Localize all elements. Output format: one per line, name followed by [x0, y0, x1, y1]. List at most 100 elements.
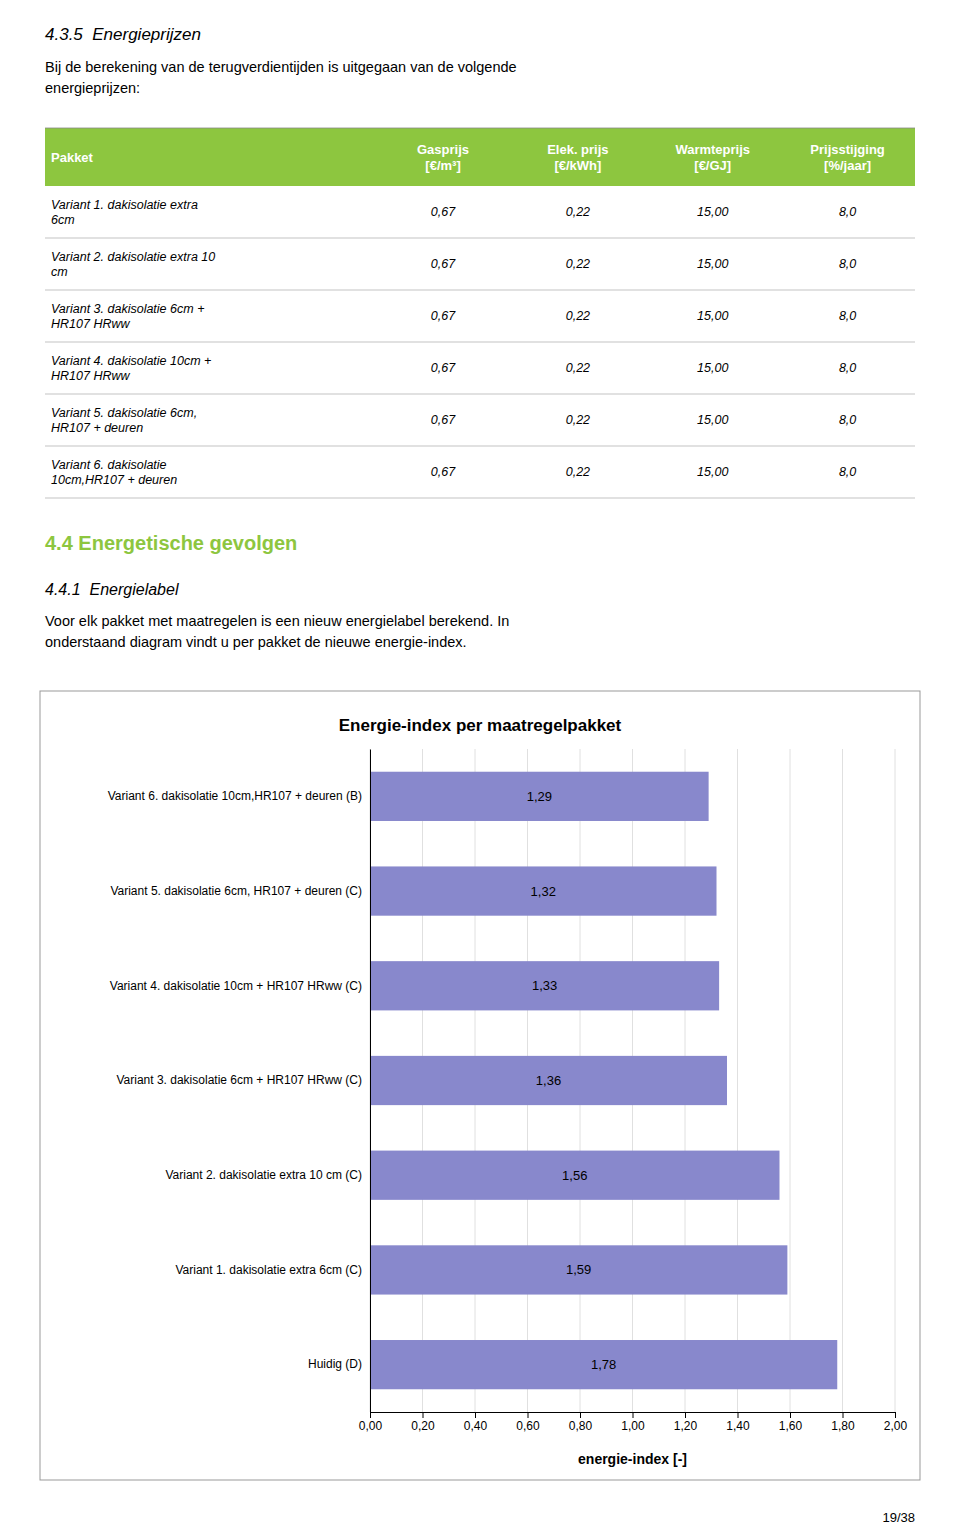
table-header-cell-line: [€/m³]: [425, 158, 460, 173]
table-cell: 0,22: [566, 361, 590, 375]
x-axis-title: energie-index [-]: [578, 1451, 687, 1467]
table-header-cell-line: [€/GJ]: [694, 158, 731, 173]
table-cell-line: HR107 HRww: [51, 317, 130, 331]
table-cell-line: 0,22: [566, 413, 590, 427]
y-tick-label: Huidig (D): [308, 1357, 362, 1371]
table-cell-line: 0,67: [431, 413, 456, 427]
page-number: 19/38: [882, 1510, 915, 1525]
table-cell-line: Variant 1. dakisolatie extra: [51, 198, 198, 212]
y-tick: Variant 6. dakisolatie 10cm,HR107 + deur…: [108, 789, 362, 803]
table-cell-line: 0,22: [566, 205, 590, 219]
data-label: 1,59: [566, 1262, 591, 1277]
table-header-cell-line: [€/kWh]: [554, 158, 601, 173]
table-header-cell: Elek. prijs[€/kWh]: [547, 142, 608, 173]
table-cell: 8,0: [839, 413, 856, 427]
table-header-bg: [45, 128, 915, 186]
x-tick: 0,00: [359, 1412, 383, 1433]
table-header-cell-line: Gasprijs: [417, 142, 469, 157]
table-header-cell: Warmteprijs[€/GJ]: [675, 142, 750, 173]
table-cell-line: 8,0: [839, 361, 856, 375]
x-tick-mark: [843, 1412, 844, 1418]
subsection-title-line: 4.4.1 Energielabel: [45, 581, 179, 598]
x-tick: 1,00: [621, 1412, 645, 1433]
table-cell: 15,00: [697, 465, 728, 479]
table-row-separator: [45, 498, 915, 499]
table-cell-line: 0,22: [566, 309, 590, 323]
y-tick-label: Variant 2. dakisolatie extra 10 cm (C): [165, 1168, 362, 1182]
x-tick: 1,60: [779, 1412, 803, 1433]
bar: [370, 1245, 787, 1294]
table-cell: 8,0: [839, 257, 856, 271]
y-axis-line: [370, 750, 371, 1413]
grid-line: [895, 749, 896, 1412]
x-tick-mark: [423, 1412, 424, 1418]
x-tick-mark: [528, 1412, 529, 1418]
table-cell: 15,00: [697, 309, 728, 323]
bar: [370, 1340, 837, 1389]
x-tick-label: 0,80: [569, 1419, 593, 1433]
table-cell: 15,00: [697, 361, 728, 375]
x-tick: 1,80: [831, 1412, 855, 1433]
x-tick-mark: [738, 1412, 739, 1418]
table-cell: 0,67: [431, 413, 456, 427]
page: 4.3.5 EnergieprijzenBij de berekening va…: [0, 0, 960, 1540]
table-cell-line: 8,0: [839, 257, 856, 271]
table-cell-line: Variant 6. dakisolatie: [51, 458, 167, 472]
intro-text-line: energieprijzen:: [45, 80, 140, 96]
paragraph: Voor elk pakket met maatregelen is een n…: [45, 613, 509, 650]
table-cell: 0,67: [431, 205, 456, 219]
x-tick-label: 2,00: [884, 1419, 908, 1433]
table-cell: 0,22: [566, 413, 590, 427]
y-tick: Variant 5. dakisolatie 6cm, HR107 + deur…: [110, 884, 362, 898]
table-header-cell-line: Elek. prijs: [547, 142, 608, 157]
y-tick: Variant 1. dakisolatie extra 6cm (C): [175, 1263, 362, 1277]
table-cell-line: Variant 3. dakisolatie 6cm +: [51, 302, 204, 316]
data-label: 1,32: [531, 884, 556, 899]
table-cell-line: 10cm,HR107 + deuren: [51, 473, 177, 487]
bar: [370, 866, 717, 915]
table-cell: 15,00: [697, 205, 728, 219]
chart-title: Energie-index per maatregelpakket: [339, 716, 622, 735]
table-header-cell-line: Warmteprijs: [675, 142, 750, 157]
grid-line: [737, 749, 738, 1412]
x-tick: 0,40: [464, 1412, 488, 1433]
table-cell-line: 0,67: [431, 361, 456, 375]
section-heading-line: 4.3.5 Energieprijzen: [45, 25, 201, 44]
y-tick-label: Variant 1. dakisolatie extra 6cm (C): [175, 1263, 362, 1277]
table-cell-line: 0,22: [566, 465, 590, 479]
y-tick: Variant 4. dakisolatie 10cm + HR107 HRww…: [110, 979, 362, 993]
table-cell-line: 0,67: [431, 309, 456, 323]
table-cell: Variant 5. dakisolatie 6cm,HR107 + deure…: [51, 406, 197, 435]
grid-line: [370, 749, 371, 1412]
x-tick-label: 0,40: [464, 1419, 488, 1433]
section-title-line: 4.4 Energetische gevolgen: [45, 532, 297, 554]
x-tick: 2,00: [884, 1412, 908, 1433]
table-cell: Variant 4. dakisolatie 10cm +HR107 HRww: [51, 354, 211, 383]
x-tick-label: 1,40: [726, 1419, 750, 1433]
table: PakketGasprijs[€/m³]Elek. prijs[€/kWh]Wa…: [45, 128, 915, 498]
table-cell-line: Variant 2. dakisolatie extra 10: [51, 250, 215, 264]
table-cell-line: 0,22: [566, 361, 590, 375]
table-cell: 0,67: [431, 309, 456, 323]
x-tick: 0,80: [569, 1412, 593, 1433]
x-tick-label: 0,60: [516, 1419, 540, 1433]
x-axis: 0,00 0,20 0,40 0,60 0,80 1,00 1,20 1,40 1,60 1,80…: [359, 1412, 908, 1433]
table-cell: 8,0: [839, 361, 856, 375]
subsection-title: 4.4.1 Energielabel: [45, 581, 179, 598]
y-axis: Variant 6. dakisolatie 10cm,HR107 + deur…: [108, 750, 371, 1413]
data-labels: 1,291,321,331,361,561,591,78: [527, 789, 617, 1372]
table-header-cell: Gasprijs[€/m³]: [417, 142, 469, 173]
table-cell-line: Variant 5. dakisolatie 6cm,: [51, 406, 197, 420]
table-cell-line: 0,67: [431, 465, 456, 479]
x-tick: 1,20: [674, 1412, 698, 1433]
table-row-separator: [45, 238, 915, 239]
table-cell: 0,22: [566, 257, 590, 271]
chart-box: [40, 691, 920, 1480]
x-tick-mark: [790, 1412, 791, 1418]
paragraph-line: onderstaand diagram vindt u per pakket d…: [45, 634, 467, 650]
data-label: 1,33: [532, 978, 557, 993]
table-cell-line: 15,00: [697, 361, 728, 375]
bar: [370, 772, 709, 821]
table-cell-line: 15,00: [697, 205, 728, 219]
x-tick-label: 0,20: [411, 1419, 435, 1433]
